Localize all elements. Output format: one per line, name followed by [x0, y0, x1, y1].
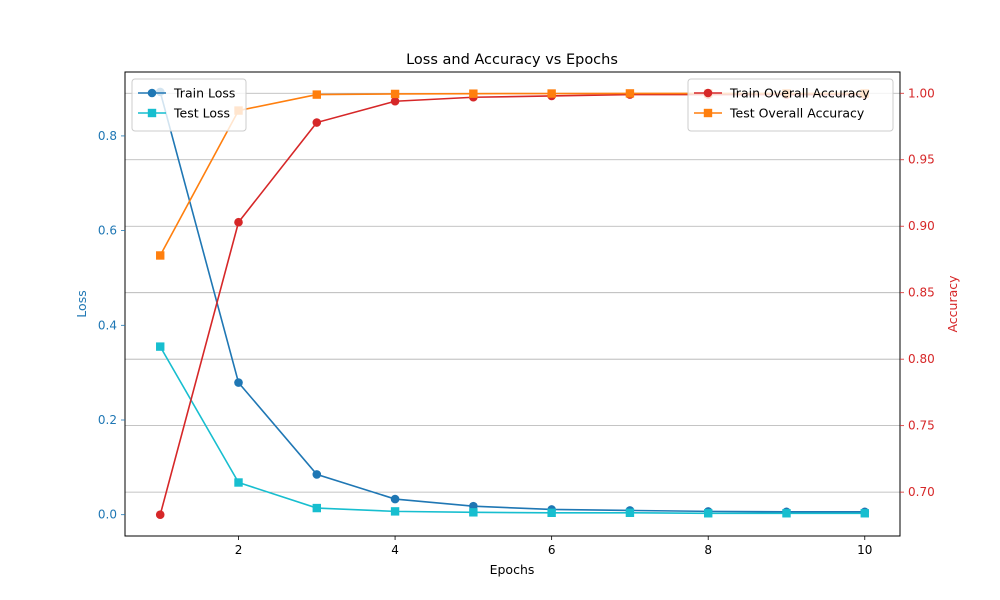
- data-point: [312, 118, 322, 127]
- data-point: [156, 251, 165, 260]
- legend-label: Train Overall Accuracy: [729, 86, 870, 101]
- left-y-tick-label: 0.4: [98, 318, 117, 332]
- data-point: [390, 494, 400, 504]
- x-axis-label: Epochs: [490, 562, 535, 577]
- left-y-tick-label: 0.8: [98, 129, 117, 143]
- legend-label: Test Overall Accuracy: [729, 106, 865, 121]
- data-point: [782, 509, 791, 518]
- right-y-tick-label: 0.75: [908, 419, 935, 433]
- axes: 2 4 6 8 10 0.0 0.2 0.4 0.6 0.8 0.70 0.75 0.80 0.85 0.9…: [98, 86, 935, 557]
- left-y-tick-label: 0.6: [98, 224, 117, 238]
- legend-marker: [147, 88, 157, 98]
- left-y-tick-label: 0.2: [98, 413, 117, 427]
- data-point: [390, 96, 400, 106]
- legend-label: Test Loss: [173, 106, 230, 121]
- right-axis-label: Accuracy: [945, 275, 960, 333]
- data-point: [234, 378, 243, 387]
- data-point: [469, 508, 478, 517]
- x-tick-label: 2: [235, 543, 243, 557]
- data-point: [625, 508, 635, 517]
- legend-marker: [703, 88, 713, 98]
- legends: Train Loss Test Loss Train Overall Accurac…: [131, 78, 894, 132]
- legend-label: Train Loss: [173, 86, 235, 101]
- data-point: [547, 508, 556, 517]
- legend-marker: [147, 108, 157, 118]
- x-tick-label: 4: [391, 543, 399, 557]
- series-line: [159, 91, 865, 513]
- series-line: [159, 346, 865, 515]
- right-y-tick-label: 1.00: [908, 86, 935, 100]
- x-tick-label: 10: [857, 543, 872, 557]
- data-point: [312, 90, 321, 99]
- plot-frame: [124, 71, 901, 537]
- data-point: [234, 478, 243, 487]
- legend-box: [687, 78, 894, 132]
- left-axis-label: Loss: [74, 290, 89, 317]
- x-tick-label: 6: [548, 543, 556, 557]
- data-point: [156, 342, 165, 351]
- data-point: [860, 509, 869, 518]
- data-point: [312, 503, 321, 513]
- legend-box: [131, 78, 247, 132]
- data-point: [390, 507, 400, 516]
- right-y-tick-label: 0.70: [908, 485, 935, 499]
- right-y-tick-label: 0.85: [908, 286, 935, 300]
- data-point: [390, 89, 400, 99]
- chart-title: Loss and Accuracy vs Epochs: [406, 52, 618, 68]
- data-point: [625, 89, 635, 98]
- right-y-tick-label: 0.90: [908, 219, 935, 233]
- right-y-tick-label: 0.80: [908, 352, 935, 366]
- left-y-tick-label: 0.0: [98, 508, 117, 522]
- data-point: [155, 510, 165, 520]
- data-point: [547, 89, 556, 98]
- data-point: [469, 89, 478, 98]
- right-y-tick-label: 0.95: [908, 153, 935, 167]
- x-tick-label: 8: [704, 543, 712, 557]
- data-point: [704, 509, 713, 518]
- data-point: [312, 470, 322, 479]
- data-point: [234, 217, 243, 227]
- legend-marker: [703, 108, 713, 118]
